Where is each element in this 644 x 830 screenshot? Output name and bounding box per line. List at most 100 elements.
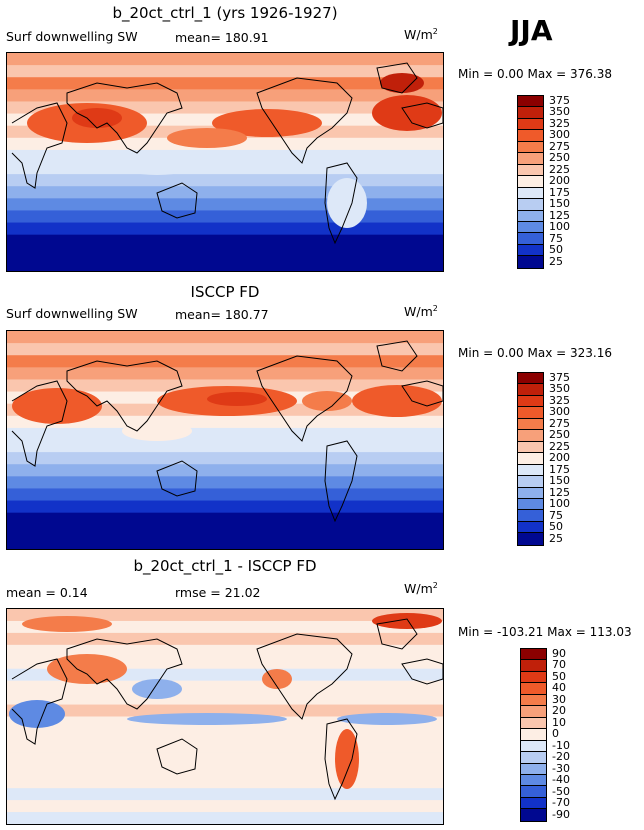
colorbar-swatch [521, 809, 546, 821]
colorbar-swatch [521, 717, 546, 730]
colorbar-swatch [521, 671, 546, 684]
panel2-minmax: Min = 0.00 Max = 323.16 [458, 346, 612, 360]
colorbar-swatch [521, 683, 546, 695]
colorbar-tick-label: 100 [549, 497, 570, 511]
panel2-title: ISCCP FD [190, 283, 260, 301]
panel3-units: W/m2 [404, 581, 438, 597]
colorbar-swatch [518, 430, 543, 442]
colorbar-tick-label: 40 [552, 681, 566, 695]
colorbar-tick-label: 75 [549, 231, 563, 245]
colorbar-tick-label: 25 [549, 531, 563, 545]
colorbar-swatch [521, 752, 546, 764]
colorbar-swatch [518, 418, 543, 431]
colorbar-swatch [518, 233, 543, 245]
colorbar-tick-label: 90 [552, 647, 566, 660]
colorbar-tick-label: 0 [552, 727, 559, 741]
colorbar-swatch [518, 130, 543, 142]
colorbar-tick-label: -30 [552, 761, 570, 775]
colorbar-swatch [518, 384, 543, 396]
panel1-field-label: Surf downwelling SW [6, 29, 138, 44]
colorbar-swatch [518, 373, 543, 385]
colorbar-swatch [518, 107, 543, 119]
panel2-units: W/m2 [404, 304, 438, 320]
panel1-mean: mean= 180.91 [175, 30, 269, 45]
colorbar-tick-label: 150 [549, 197, 570, 211]
season-label: JJA [510, 14, 553, 47]
colorbar-tick-label: 250 [549, 151, 570, 165]
colorbar-tick-label: 200 [549, 451, 570, 465]
colorbar-tick-label: 275 [549, 139, 570, 153]
colorbar-swatch [518, 187, 543, 200]
panel3-title: b_20ct_ctrl_1 - ISCCP FD [133, 557, 317, 575]
colorbar-swatch [521, 763, 546, 775]
colorbar-tick-label: 50 [549, 243, 563, 257]
colorbar-swatch [518, 256, 543, 268]
colorbar-swatch [518, 244, 543, 257]
colorbar-swatch [521, 649, 546, 661]
panel3-map-field [7, 609, 443, 824]
colorbar-tick-label: 350 [549, 105, 570, 119]
panel2-field-label: Surf downwelling SW [6, 306, 138, 321]
colorbar-swatch [518, 533, 543, 545]
colorbar-swatch [518, 210, 543, 222]
colorbar-swatch [521, 660, 546, 672]
panel1-title: b_20ct_ctrl_1 (yrs 1926-1927) [112, 4, 338, 22]
colorbar-tick-label: 75 [549, 508, 563, 522]
colorbar-tick-label: 20 [552, 704, 566, 718]
colorbar-tick-label: 200 [549, 174, 570, 188]
colorbar-tick-label: 175 [549, 462, 570, 476]
colorbar-tick-label: 375 [549, 371, 570, 384]
colorbar-swatch [518, 476, 543, 488]
colorbar-tick-label: 100 [549, 220, 570, 234]
panel2-map-field [7, 331, 443, 549]
colorbar-swatch [521, 706, 546, 718]
colorbar-tick-label: -70 [552, 796, 570, 810]
colorbar-tick-label: 125 [549, 485, 570, 499]
colorbar-swatch [521, 729, 546, 741]
colorbar-tick-label: 150 [549, 474, 570, 488]
colorbar-swatch [521, 797, 546, 810]
panel1-map-field [7, 53, 443, 271]
colorbar-tick-label: -20 [552, 750, 570, 764]
colorbar-swatch [518, 487, 543, 499]
colorbar-swatch [518, 118, 543, 131]
colorbar-swatch [518, 199, 543, 211]
colorbar-swatch [518, 176, 543, 188]
panel3-map [6, 608, 444, 825]
colorbar-tick-label: 225 [549, 162, 570, 176]
colorbar-swatch [518, 164, 543, 177]
colorbar-tick-label: 225 [549, 439, 570, 453]
colorbar-tick-label: 300 [549, 405, 570, 419]
panel3-minmax: Min = -103.21 Max = 113.03 [458, 625, 632, 639]
panel2-mean: mean= 180.77 [175, 307, 269, 322]
colorbar-tick-label: 50 [549, 520, 563, 534]
colorbar-tick-label: -10 [552, 738, 570, 752]
colorbar-tick-label: 70 [552, 658, 566, 672]
colorbar-tick-label: 125 [549, 208, 570, 222]
colorbar-swatch [518, 441, 543, 454]
colorbar-swatch [518, 453, 543, 465]
panel1-colorbar [517, 95, 544, 269]
colorbar-swatch [518, 141, 543, 154]
colorbar-swatch [521, 694, 546, 707]
colorbar-swatch [518, 464, 543, 477]
panel2-colorbar [517, 372, 544, 546]
panel1-units: W/m2 [404, 27, 438, 43]
panel1-minmax: Min = 0.00 Max = 376.38 [458, 67, 612, 81]
colorbar-swatch [518, 498, 543, 511]
panel3-mean: mean = 0.14 [6, 585, 88, 600]
colorbar-tick-label: 350 [549, 382, 570, 396]
colorbar-tick-label: 175 [549, 185, 570, 199]
colorbar-swatch [518, 510, 543, 522]
colorbar-tick-label: 300 [549, 128, 570, 142]
colorbar-tick-label: 25 [549, 254, 563, 268]
panel1-map [6, 52, 444, 272]
colorbar-tick-label: 30 [552, 692, 566, 706]
colorbar-swatch [518, 395, 543, 408]
colorbar-swatch [518, 521, 543, 534]
colorbar-tick-label: 50 [552, 669, 566, 683]
colorbar-tick-label: 10 [552, 715, 566, 729]
colorbar-swatch [521, 786, 546, 798]
colorbar-tick-label: 325 [549, 393, 570, 407]
colorbar-swatch [518, 407, 543, 419]
